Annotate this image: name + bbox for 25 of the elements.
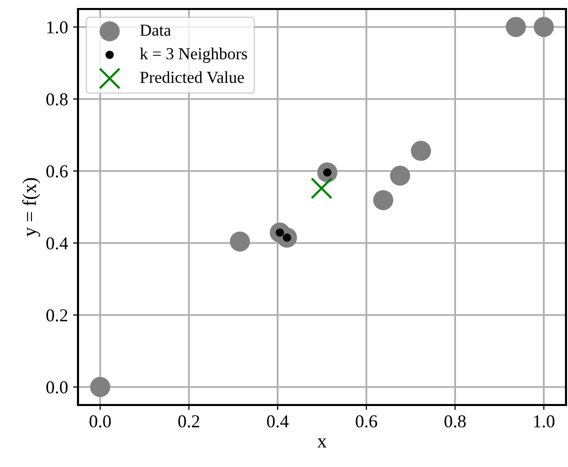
x-tick-label: 1.0 [534,415,554,428]
point [310,177,332,200]
x-tick-label: 0.8 [444,415,466,428]
point [410,140,431,161]
point [390,166,410,186]
point [230,231,250,252]
legend-label: Predicted Value [140,71,244,84]
point [506,16,526,38]
y-tick-label: 1.0 [47,21,68,34]
x-tick-label: 0.2 [178,415,200,428]
x-tick-label: 0.0 [90,415,111,428]
x-tick-label: 0.6 [356,415,378,428]
y-tick-label: 0.8 [46,93,68,106]
point [534,16,554,38]
y-axis-title: y = f(x) [22,178,40,237]
legend-label: Data [140,24,171,36]
point [90,376,110,398]
legend-label: k = 3 Neighbors [140,48,248,63]
y-tick-label: 0.0 [46,381,68,394]
y-tick-label: 0.6 [46,165,68,178]
x-axis-title: x [317,438,327,448]
x-tick-label: 0.4 [267,415,289,428]
y-tick-label: 0.4 [46,237,68,250]
y-tick-label: 0.2 [46,309,68,322]
point [373,190,394,210]
